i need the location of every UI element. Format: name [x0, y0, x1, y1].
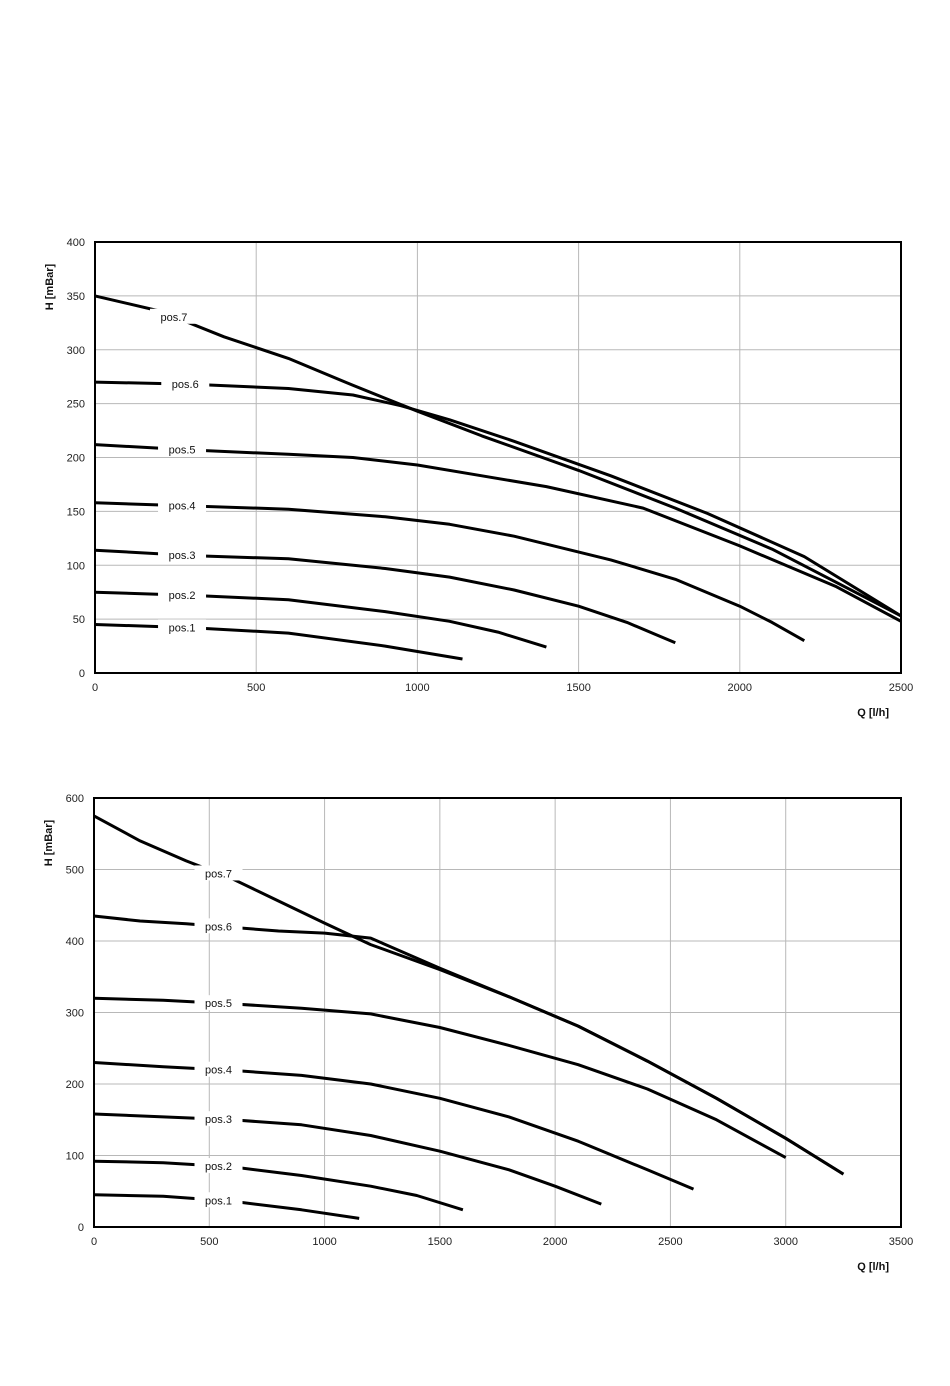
- series-label-pos4: pos.4: [205, 1065, 232, 1077]
- series-label-gap: [194, 1061, 243, 1077]
- plot-frame: [93, 797, 902, 1228]
- series-label-pos1: pos.1: [205, 1195, 232, 1207]
- y-tick-label: 250: [67, 399, 85, 411]
- series-label-gap: [194, 1192, 243, 1208]
- x-tick-label: 1000: [405, 682, 429, 694]
- x-tick-label: 0: [91, 1236, 97, 1248]
- series-line-pos3: [94, 548, 676, 645]
- y-axis-title: H [mBar]: [44, 263, 56, 310]
- series-line-pos5: [94, 443, 902, 623]
- y-tick-label: 100: [67, 560, 85, 572]
- y-axis-title: H [mBar]: [43, 819, 55, 866]
- x-tick-label: 500: [200, 1236, 218, 1248]
- series-label-pos6: pos.6: [172, 379, 199, 391]
- series-label-pos7: pos.7: [205, 868, 232, 880]
- series-label-pos2: pos.2: [169, 590, 196, 602]
- y-tick-label: 200: [66, 1079, 84, 1091]
- series-label-pos7: pos.7: [161, 312, 188, 324]
- series-line-pos7: [93, 814, 845, 1176]
- series-label-pos5: pos.5: [205, 998, 232, 1010]
- y-tick-label: 0: [79, 668, 85, 680]
- y-tick-label: 400: [67, 237, 85, 249]
- series-label-pos4: pos.4: [169, 501, 196, 513]
- series-line-pos6: [94, 380, 902, 618]
- x-tick-label: 1500: [428, 1236, 452, 1248]
- y-tick-label: 100: [66, 1151, 84, 1163]
- x-axis-title: Q [l/h]: [857, 1261, 889, 1273]
- y-tick-label: 600: [66, 793, 84, 805]
- series-label-pos3: pos.3: [205, 1114, 232, 1126]
- x-tick-label: 0: [92, 682, 98, 694]
- series-label-gap: [194, 1111, 243, 1127]
- series-line-pos4: [93, 1061, 695, 1191]
- x-tick-label: 2000: [543, 1236, 567, 1248]
- series-label-gap: [194, 918, 243, 934]
- series-label-pos6: pos.6: [205, 921, 232, 933]
- x-tick-label: 2500: [889, 682, 913, 694]
- series-line-pos1: [94, 623, 463, 661]
- y-tick-label: 350: [67, 291, 85, 303]
- y-tick-label: 500: [66, 865, 84, 877]
- x-tick-label: 2500: [658, 1236, 682, 1248]
- x-axis-title: Q [l/h]: [857, 707, 889, 719]
- series-label-gap: [194, 865, 243, 881]
- x-tick-label: 1000: [312, 1236, 336, 1248]
- x-tick-label: 3500: [889, 1236, 913, 1248]
- y-tick-label: 200: [67, 453, 85, 465]
- y-tick-label: 400: [66, 936, 84, 948]
- series-line-pos2: [93, 1159, 464, 1212]
- series-label-gap: [158, 441, 207, 457]
- y-tick-label: 50: [73, 614, 85, 626]
- series-label-gap: [158, 587, 207, 603]
- series-line-pos6: [93, 914, 845, 1176]
- series-label-gap: [194, 1158, 243, 1174]
- x-tick-label: 1500: [566, 682, 590, 694]
- series-label-gap: [149, 308, 198, 324]
- chart-top: 0 500 1000 1500 2000 2500 0 50 100 150 200 250 300 35…: [44, 237, 913, 719]
- series-line-pos4: [94, 501, 806, 643]
- series-label-gap: [158, 619, 207, 635]
- plot-frame: [94, 241, 902, 674]
- series-line-pos3: [93, 1112, 602, 1206]
- series-line-pos7: [94, 294, 902, 618]
- chart-bottom: 0 500 1000 1500 2000 2500 3000 3500 0 100 200 300 40…: [43, 793, 913, 1273]
- y-tick-label: 300: [66, 1008, 84, 1020]
- y-tick-label: 0: [78, 1222, 84, 1234]
- series-label-pos3: pos.3: [169, 550, 196, 562]
- y-tick-label: 150: [67, 506, 85, 518]
- series-label-pos1: pos.1: [169, 622, 196, 634]
- series-label-pos2: pos.2: [205, 1161, 232, 1173]
- x-tick-label: 500: [247, 682, 265, 694]
- series-label-gap: [194, 995, 243, 1011]
- y-tick-label: 300: [67, 345, 85, 357]
- series-label-gap: [158, 547, 207, 563]
- series-label-gap: [158, 497, 207, 513]
- x-tick-label: 3000: [773, 1236, 797, 1248]
- series-label-pos5: pos.5: [169, 444, 196, 456]
- series-label-gap: [161, 376, 210, 392]
- x-tick-label: 2000: [728, 682, 752, 694]
